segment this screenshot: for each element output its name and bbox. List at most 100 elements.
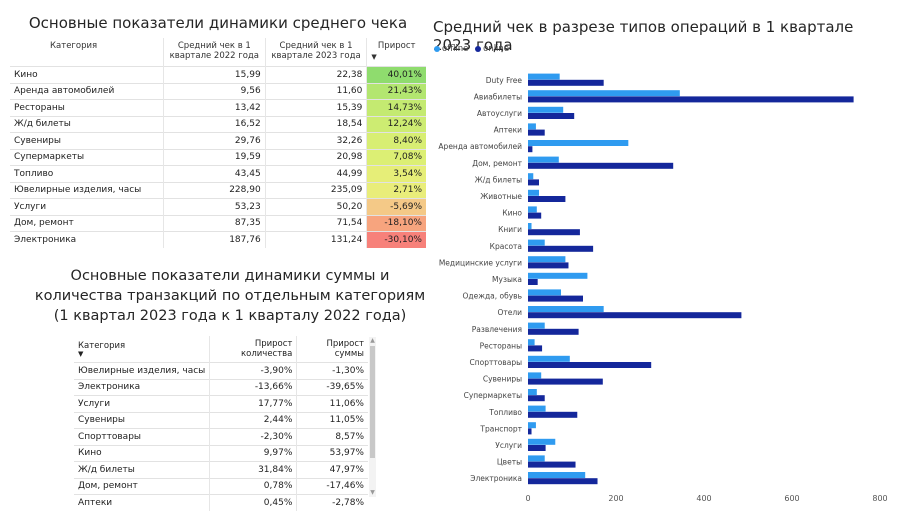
header-growth-label: Прирост (377, 41, 416, 51)
bar-online (528, 129, 545, 136)
legend-label-offline: offline (442, 44, 469, 54)
table-row[interactable]: Дом, ремонт 0,78% -17,46% (74, 477, 368, 495)
category-label: Дом, ремонт (472, 159, 522, 168)
category-cell: Ж/д билеты (10, 115, 164, 133)
value-2023-cell: 20,98 (264, 148, 367, 166)
table-row[interactable]: Аптеки 0,45% -2,78% (74, 494, 368, 511)
scroll-up-icon[interactable]: ▲ (370, 337, 375, 344)
category-cell: Кино (74, 444, 210, 462)
table-row[interactable]: Сувениры 2,44% 11,05% (74, 411, 368, 429)
table-row[interactable]: Аренда автомобилей 9,56 11,60 21,43% (10, 82, 426, 100)
category-cell: Ж/д билеты (74, 461, 210, 478)
bar-offline (528, 472, 586, 478)
bar-offline (528, 140, 629, 146)
bar-offline (528, 438, 556, 445)
bar-offline (528, 173, 534, 180)
table-row[interactable]: Ж/д билеты 31,84% 47,97% (74, 461, 368, 478)
count-growth-cell: -2,30% (209, 428, 297, 445)
header-2022[interactable]: Средний чек в 1 квартале 2022 года (163, 38, 266, 67)
table2-title-line-3: (1 квартал 2023 года к 1 кварталу 2022 г… (53, 308, 407, 324)
table-row[interactable]: Сувениры 29,76 32,26 8,40% (10, 132, 426, 149)
bar-offline (528, 289, 561, 296)
category-cell: Аренда автомобилей (10, 82, 164, 100)
value-2023-cell: 15,39 (264, 99, 367, 116)
count-growth-cell: 31,84% (209, 461, 297, 478)
growth-cell: -30,10% (366, 231, 426, 248)
value-2022-cell: 9,56 (163, 82, 266, 100)
growth-cell: 12,24% (366, 115, 426, 133)
bar-online (528, 428, 532, 435)
chart-title: Средний чек в разрезе типов операций в 1… (433, 18, 854, 54)
table-row[interactable]: Электроника -13,66% -39,65% (74, 378, 368, 396)
table-row[interactable]: Ж/д билеты 16,52 18,54 12,24% (10, 115, 426, 133)
legend-item-offline[interactable]: offline (434, 44, 468, 54)
category-label: Сувениры (483, 375, 522, 384)
sum-growth-cell: -17,46% (296, 477, 368, 495)
header-category[interactable]: Категория (50, 41, 98, 51)
table-row[interactable]: Дом, ремонт 87,35 71,54 -18,10% (10, 214, 426, 232)
growth-cell: 2,71% (366, 181, 426, 199)
scrollbar-thumb[interactable] (370, 346, 375, 458)
category-label: Электроника (470, 474, 522, 483)
bar-online (528, 179, 539, 186)
header-2023[interactable]: Средний чек в 1 квартале 2023 года (264, 38, 367, 67)
value-2022-cell: 29,76 (163, 132, 266, 149)
header-category[interactable]: Категория ▼ (74, 336, 210, 363)
bar-offline (528, 156, 559, 163)
category-label: Duty Free (486, 76, 523, 85)
bar-offline (528, 272, 588, 279)
x-tick-label: 600 (784, 494, 799, 503)
header-count[interactable]: Прирост количества (209, 336, 297, 363)
bar-offline (528, 73, 560, 80)
growth-cell: -18,10% (366, 214, 426, 232)
bar-offline (528, 90, 680, 97)
bar-offline (528, 422, 536, 429)
table-row[interactable]: Ювелирные изделия, часы 228,90 235,09 2,71% (10, 181, 426, 199)
growth-cell: 3,54% (366, 165, 426, 182)
count-growth-cell: 2,44% (209, 411, 297, 429)
legend-item-online[interactable]: online (475, 44, 509, 54)
category-cell: Услуги (10, 198, 164, 215)
sort-desc-icon: ▼ (78, 350, 84, 358)
table2-title-line-1: Основные показатели динамики суммы и (70, 268, 390, 284)
value-2023-cell: 71,54 (264, 214, 367, 232)
bar-offline (528, 256, 566, 263)
table-row[interactable]: Ювелирные изделия, часы -3,90% -1,30% (74, 362, 368, 379)
legend-label-online: online (483, 44, 510, 54)
value-2023-cell: 32,26 (264, 132, 367, 149)
category-label: Услуги (495, 441, 522, 450)
table2-title: Основные показатели динамики суммы и кол… (20, 266, 440, 326)
bar-offline (528, 306, 604, 312)
table2-scrollbar[interactable]: ▲ ▼ (369, 337, 376, 497)
bar-online (528, 295, 583, 302)
bar-offline (528, 189, 539, 196)
category-cell: Спорттовары (74, 428, 210, 445)
header-sum[interactable]: Прирост суммы (296, 336, 368, 363)
table-header-row: Категория Средний чек в 1 квартале 2022 … (10, 38, 426, 67)
bar-online (528, 196, 566, 202)
category-cell: Дом, ремонт (10, 214, 164, 232)
category-label: Ж/д билеты (475, 175, 522, 184)
bar-online (528, 146, 533, 153)
bar-online (528, 312, 742, 319)
category-label: Рестораны (480, 341, 522, 350)
table-row[interactable]: Услуги 17,77% 11,06% (74, 395, 368, 412)
header-growth[interactable]: Прирост ▼ (366, 38, 426, 67)
table-row[interactable]: Кино 9,97% 53,97% (74, 444, 368, 462)
value-2022-cell: 53,23 (163, 198, 266, 215)
transactions-table: Категория ▼ Прирост количества Прирост су… (74, 336, 368, 511)
category-label: Топливо (488, 408, 522, 417)
table-row[interactable]: Электроника 187,76 131,24 -30,10% (10, 231, 426, 248)
table-row[interactable]: Спорттовары -2,30% 8,57% (74, 428, 368, 445)
count-growth-cell: 0,45% (209, 494, 297, 511)
table2-title-line-2: количества транзакций по отдельным катег… (34, 288, 426, 304)
table-row[interactable]: Супермаркеты 19,59 20,98 7,08% (10, 148, 426, 166)
table-row[interactable]: Кино 15,99 22,38 40,01% (10, 66, 426, 83)
value-2023-cell: 11,60 (264, 82, 367, 100)
table-row[interactable]: Услуги 53,23 50,20 -5,69% (10, 198, 426, 215)
table-row[interactable]: Топливо 43,45 44,99 3,54% (10, 165, 426, 182)
category-label: Животные (480, 192, 522, 201)
value-2022-cell: 228,90 (163, 181, 266, 199)
scroll-down-icon[interactable]: ▼ (370, 489, 375, 496)
table-row[interactable]: Рестораны 13,42 15,39 14,73% (10, 99, 426, 116)
